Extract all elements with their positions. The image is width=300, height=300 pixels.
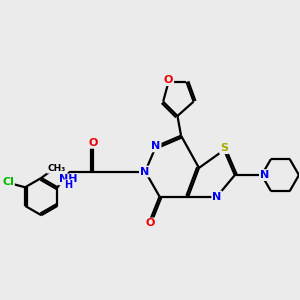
Text: N: N (212, 192, 221, 202)
Text: H: H (64, 180, 72, 190)
Text: O: O (164, 75, 173, 85)
Text: O: O (146, 218, 155, 229)
Text: N: N (151, 141, 160, 152)
Text: N: N (260, 170, 269, 180)
Text: Cl: Cl (2, 177, 14, 187)
Text: CH₃: CH₃ (47, 164, 65, 173)
Text: NH: NH (59, 174, 77, 184)
Text: S: S (220, 143, 228, 153)
Text: N: N (140, 167, 149, 176)
Text: O: O (88, 138, 98, 148)
